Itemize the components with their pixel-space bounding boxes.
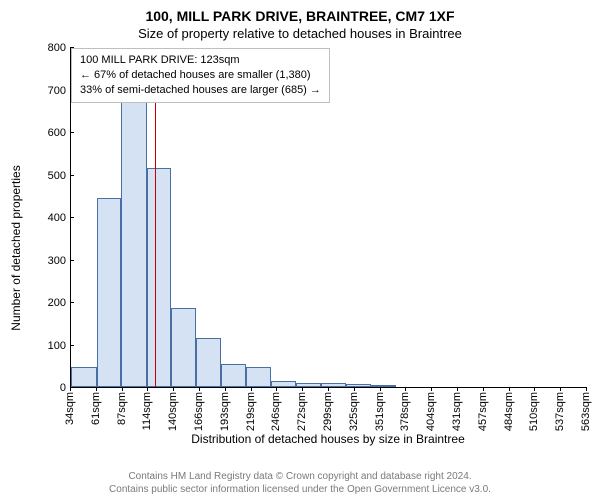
info-box: 100 MILL PARK DRIVE: 123sqm ← 67% of det… xyxy=(71,48,330,103)
histogram-bar xyxy=(147,168,172,387)
x-tick-label: 272sqm xyxy=(296,392,308,431)
x-tick-label: 87sqm xyxy=(116,392,128,425)
x-tick-mark xyxy=(509,387,510,391)
y-tick-label: 400 xyxy=(30,212,66,224)
x-tick-label: 484sqm xyxy=(503,392,515,431)
histogram-bar xyxy=(371,385,397,387)
x-tick-label: 140sqm xyxy=(167,392,179,431)
x-tick-label: 61sqm xyxy=(90,392,102,425)
histogram-bar xyxy=(196,338,222,387)
y-tick-label: 300 xyxy=(30,255,66,267)
x-tick-mark xyxy=(70,387,71,391)
x-tick-mark xyxy=(457,387,458,391)
x-tick-mark xyxy=(328,387,329,391)
histogram-bar xyxy=(171,308,196,387)
x-tick-label: 325sqm xyxy=(348,392,360,431)
footer-line-2: Contains public sector information licen… xyxy=(0,484,600,497)
chart-subtitle: Size of property relative to detached ho… xyxy=(0,24,600,41)
x-tick-label: 537sqm xyxy=(554,392,566,431)
x-tick-mark xyxy=(173,387,174,391)
x-tick-label: 246sqm xyxy=(270,392,282,431)
x-tick-label: 351sqm xyxy=(374,392,386,431)
histogram-bar xyxy=(271,381,296,387)
x-tick-mark xyxy=(560,387,561,391)
histogram-bar xyxy=(296,383,322,387)
chart-container: 100, MILL PARK DRIVE, BRAINTREE, CM7 1XF… xyxy=(0,0,600,500)
footer-line-1: Contains HM Land Registry data © Crown c… xyxy=(0,471,600,484)
histogram-bar xyxy=(121,85,147,387)
y-tick-label: 200 xyxy=(30,297,66,309)
x-axis-title: Distribution of detached houses by size … xyxy=(70,432,586,446)
x-tick-mark xyxy=(431,387,432,391)
plot-wrap: 100 MILL PARK DRIVE: 123sqm ← 67% of det… xyxy=(70,48,586,388)
x-tick-mark xyxy=(534,387,535,391)
x-tick-label: 457sqm xyxy=(477,392,489,431)
y-tick-label: 500 xyxy=(30,170,66,182)
x-tick-mark xyxy=(483,387,484,391)
x-tick-mark xyxy=(96,387,97,391)
chart-outer: Number of detached properties 0100200300… xyxy=(30,48,590,448)
x-tick-mark xyxy=(354,387,355,391)
info-line-2: ← 67% of detached houses are smaller (1,… xyxy=(80,68,321,83)
x-tick-label: 219sqm xyxy=(245,392,257,431)
histogram-bar xyxy=(321,383,346,387)
x-tick-label: 378sqm xyxy=(399,392,411,431)
x-tick-mark xyxy=(225,387,226,391)
y-axis-ticks: 0100200300400500600700800 xyxy=(30,48,70,388)
x-tick-mark xyxy=(147,387,148,391)
y-axis-label: Number of detached properties xyxy=(9,165,23,330)
x-tick-label: 563sqm xyxy=(580,392,592,431)
x-tick-mark xyxy=(302,387,303,391)
x-tick-label: 404sqm xyxy=(425,392,437,431)
x-tick-mark xyxy=(276,387,277,391)
info-line-1: 100 MILL PARK DRIVE: 123sqm xyxy=(80,53,321,68)
x-tick-label: 34sqm xyxy=(64,392,76,425)
y-tick-label: 100 xyxy=(30,340,66,352)
x-tick-mark xyxy=(380,387,381,391)
chart-title: 100, MILL PARK DRIVE, BRAINTREE, CM7 1XF xyxy=(0,0,600,24)
x-tick-mark xyxy=(405,387,406,391)
x-tick-label: 166sqm xyxy=(193,392,205,431)
plot-area: 100 MILL PARK DRIVE: 123sqm ← 67% of det… xyxy=(70,48,586,388)
x-tick-mark xyxy=(199,387,200,391)
x-tick-mark xyxy=(586,387,587,391)
footer-note: Contains HM Land Registry data © Crown c… xyxy=(0,471,600,496)
histogram-bar xyxy=(71,367,97,387)
histogram-bar xyxy=(221,364,246,387)
histogram-bar xyxy=(97,198,122,387)
y-tick-label: 800 xyxy=(30,42,66,54)
info-line-3: 33% of semi-detached houses are larger (… xyxy=(80,83,321,98)
y-tick-label: 0 xyxy=(30,382,66,394)
x-tick-mark xyxy=(251,387,252,391)
histogram-bar xyxy=(246,367,272,387)
y-tick-label: 700 xyxy=(30,85,66,97)
x-tick-label: 510sqm xyxy=(528,392,540,431)
histogram-bar xyxy=(346,384,371,387)
x-tick-label: 431sqm xyxy=(451,392,463,431)
x-tick-label: 193sqm xyxy=(219,392,231,431)
x-tick-label: 299sqm xyxy=(322,392,334,431)
x-tick-mark xyxy=(122,387,123,391)
x-tick-label: 114sqm xyxy=(141,392,153,430)
y-tick-label: 600 xyxy=(30,127,66,139)
